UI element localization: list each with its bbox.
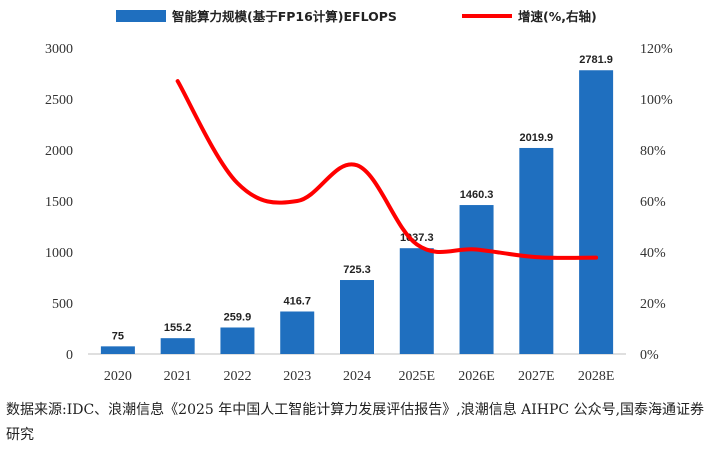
bar-value-label: 75 (112, 330, 124, 342)
left-tick-label: 2000 (45, 144, 73, 159)
x-tick-label: 2025E (398, 369, 435, 384)
bars (100, 70, 614, 354)
bar-value-label: 259.9 (224, 311, 252, 323)
right-tick-label: 40% (640, 246, 666, 261)
bar (459, 205, 494, 354)
chart: 智能算力规模(基于FP16计算)EFLOPS 增速(%,右轴) 0 500 1000 1… (45, 9, 673, 384)
bar (399, 248, 434, 354)
legend-bar-label: 智能算力规模(基于FP16计算)EFLOPS (171, 9, 397, 24)
bar-value-label: 416.7 (283, 295, 311, 307)
left-tick-label: 2500 (45, 93, 73, 108)
bar (519, 147, 554, 354)
left-tick-label: 1000 (45, 246, 73, 261)
right-tick-label: 20% (640, 297, 666, 312)
legend-bar-swatch (116, 10, 166, 22)
right-tick-label: 80% (640, 144, 666, 159)
left-tick-label: 500 (52, 297, 73, 312)
right-tick-label: 100% (640, 93, 673, 108)
bar-labels: 75155.2259.9416.7725.31037.31460.32019.9… (112, 54, 613, 342)
bar (340, 280, 374, 354)
bar-value-label: 2781.9 (579, 54, 613, 66)
left-tick-label: 3000 (45, 42, 73, 57)
right-tick-label: 60% (640, 195, 666, 210)
x-tick-label: 2027E (518, 369, 555, 384)
growth-line (175, 79, 599, 260)
right-tick-label: 0% (640, 348, 659, 363)
x-tick-label: 2020 (104, 369, 132, 384)
bar-value-label: 1460.3 (460, 189, 494, 201)
right-axis: 0% 20% 40% 60% 80% 100% 120% (640, 42, 673, 363)
bar (280, 311, 315, 354)
legend-line-label: 增速(%,右轴) (518, 9, 597, 24)
x-tick-label: 2021 (164, 369, 192, 384)
bar (220, 327, 255, 354)
legend: 智能算力规模(基于FP16计算)EFLOPS 增速(%,右轴) (116, 9, 597, 24)
right-tick-label: 120% (640, 42, 673, 57)
x-tick-label: 2022 (223, 369, 251, 384)
bar (160, 338, 195, 354)
x-tick-label: 2023 (283, 369, 311, 384)
bar-value-label: 725.3 (343, 264, 371, 276)
x-tick-label: 2024 (343, 369, 371, 384)
bar (579, 70, 614, 354)
x-tick-label: 2026E (458, 369, 495, 384)
bar (100, 346, 135, 354)
left-axis: 0 500 1000 1500 2000 2500 3000 (45, 42, 73, 363)
bar-value-label: 2019.9 (520, 132, 554, 144)
left-tick-label: 1500 (45, 195, 73, 210)
x-tick-label: 2028E (578, 369, 615, 384)
x-labels: 2020 2021 2022 2023 2024 2025E 2026E 2027E 2028E (104, 369, 615, 384)
source-note: 数据来源:IDC、浪潮信息《2025 年中国人工智能计算力发展评估报告》,浪潮信… (6, 402, 705, 443)
bar-value-label: 155.2 (164, 322, 192, 334)
left-tick-label: 0 (66, 348, 73, 363)
